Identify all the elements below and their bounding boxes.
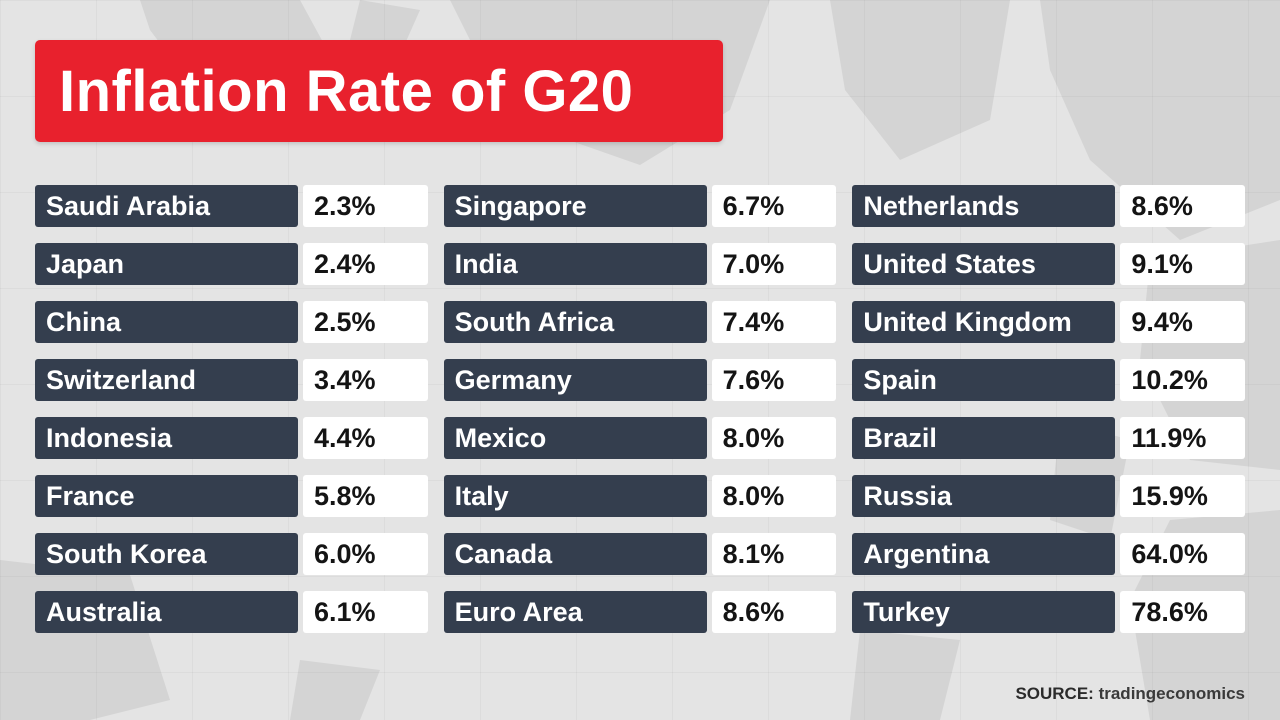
table-row: Russia 15.9% (852, 475, 1245, 517)
country-label: Spain (852, 359, 1116, 401)
inflation-table: Saudi Arabia 2.3% Japan 2.4% China 2.5% Switze… (35, 185, 1245, 633)
source-credit: SOURCE: tradingeconomics (1015, 684, 1245, 704)
rate-value: 4.4% (303, 417, 428, 459)
table-row: Australia 6.1% (35, 591, 428, 633)
table-row: Japan 2.4% (35, 243, 428, 285)
rate-value: 2.5% (303, 301, 428, 343)
rate-value: 7.0% (711, 243, 837, 285)
country-label: Argentina (852, 533, 1116, 575)
rate-value: 8.0% (711, 417, 837, 459)
country-label: Italy (443, 475, 707, 517)
country-label: Brazil (852, 417, 1116, 459)
country-label: Netherlands (852, 185, 1116, 227)
table-row: Canada 8.1% (443, 533, 837, 575)
rate-value: 64.0% (1120, 533, 1245, 575)
rate-value: 11.9% (1120, 417, 1245, 459)
table-column-2: Singapore 6.7% India 7.0% South Africa 7.4% Ge… (443, 185, 837, 633)
country-label: Switzerland (35, 359, 298, 401)
rate-value: 8.6% (711, 591, 837, 633)
rate-value: 8.1% (711, 533, 837, 575)
country-label: France (35, 475, 298, 517)
country-label: United Kingdom (852, 301, 1116, 343)
country-label: India (443, 243, 707, 285)
table-row: Mexico 8.0% (443, 417, 837, 459)
rate-value: 2.4% (303, 243, 428, 285)
rate-value: 6.1% (303, 591, 428, 633)
country-label: South Africa (443, 301, 707, 343)
table-column-1: Saudi Arabia 2.3% Japan 2.4% China 2.5% Switze… (35, 185, 428, 633)
table-row: Saudi Arabia 2.3% (35, 185, 428, 227)
rate-value: 7.4% (711, 301, 837, 343)
rate-value: 8.0% (711, 475, 837, 517)
source-label: SOURCE: (1015, 684, 1094, 703)
country-label: Canada (443, 533, 707, 575)
rate-value: 15.9% (1120, 475, 1245, 517)
country-label: Germany (443, 359, 707, 401)
title-banner: Inflation Rate of G20 (35, 40, 723, 142)
country-label: Indonesia (35, 417, 298, 459)
rate-value: 78.6% (1120, 591, 1245, 633)
table-row: South Korea 6.0% (35, 533, 428, 575)
table-row: Switzerland 3.4% (35, 359, 428, 401)
country-label: Euro Area (443, 591, 707, 633)
rate-value: 10.2% (1120, 359, 1245, 401)
country-label: Australia (35, 591, 298, 633)
country-label: South Korea (35, 533, 298, 575)
table-row: United States 9.1% (852, 243, 1245, 285)
table-row: China 2.5% (35, 301, 428, 343)
rate-value: 8.6% (1120, 185, 1245, 227)
country-label: China (35, 301, 298, 343)
table-row: Brazil 11.9% (852, 417, 1245, 459)
table-column-3: Netherlands 8.6% United States 9.1% United K… (852, 185, 1245, 633)
rate-value: 3.4% (303, 359, 428, 401)
country-label: Singapore (443, 185, 707, 227)
country-label: Saudi Arabia (35, 185, 298, 227)
table-row: Netherlands 8.6% (852, 185, 1245, 227)
table-row: India 7.0% (443, 243, 837, 285)
country-label: Russia (852, 475, 1116, 517)
table-row: Euro Area 8.6% (443, 591, 837, 633)
table-row: Indonesia 4.4% (35, 417, 428, 459)
table-row: United Kingdom 9.4% (852, 301, 1245, 343)
table-row: South Africa 7.4% (443, 301, 837, 343)
rate-value: 2.3% (303, 185, 428, 227)
table-row: Italy 8.0% (443, 475, 837, 517)
table-row: Argentina 64.0% (852, 533, 1245, 575)
table-row: Germany 7.6% (443, 359, 837, 401)
country-label: Turkey (852, 591, 1116, 633)
country-label: United States (852, 243, 1116, 285)
rate-value: 9.1% (1120, 243, 1245, 285)
table-row: Turkey 78.6% (852, 591, 1245, 633)
rate-value: 7.6% (711, 359, 837, 401)
rate-value: 6.7% (711, 185, 837, 227)
country-label: Mexico (443, 417, 707, 459)
rate-value: 9.4% (1120, 301, 1245, 343)
table-row: France 5.8% (35, 475, 428, 517)
rate-value: 5.8% (303, 475, 428, 517)
rate-value: 6.0% (303, 533, 428, 575)
source-value: tradingeconomics (1098, 684, 1245, 703)
page-title: Inflation Rate of G20 (59, 58, 634, 124)
country-label: Japan (35, 243, 298, 285)
table-row: Singapore 6.7% (443, 185, 837, 227)
table-row: Spain 10.2% (852, 359, 1245, 401)
